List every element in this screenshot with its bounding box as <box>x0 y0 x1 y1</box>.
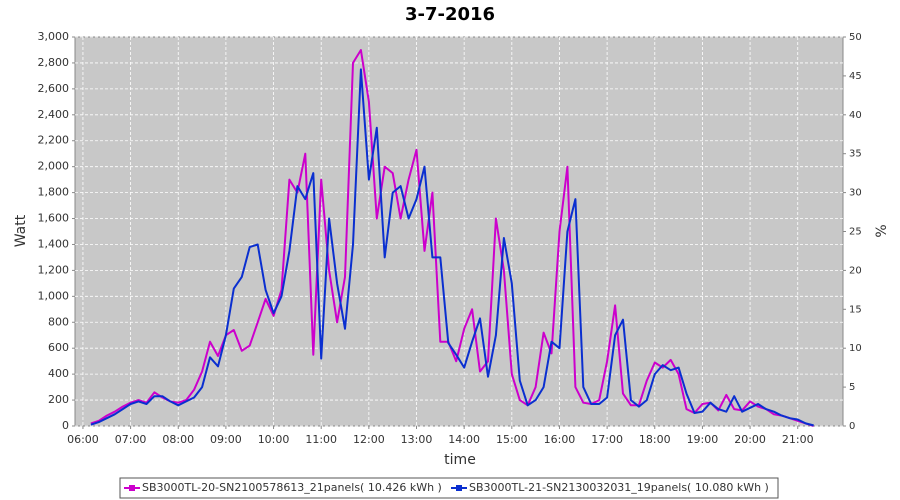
x-tick-label: 12:00 <box>353 433 385 446</box>
x-tick-label: 13:00 <box>401 433 433 446</box>
legend-label: SB3000TL-20-SN2100578613_21panels( 10.42… <box>142 481 442 494</box>
y-axis-title: Watt <box>13 214 29 247</box>
y-tick-label: 1,200 <box>38 263 70 276</box>
y-tick-label: 800 <box>48 315 69 328</box>
plot-area <box>74 36 844 427</box>
x-tick-label: 11:00 <box>305 433 337 446</box>
y2-tick-label: 20 <box>849 265 862 276</box>
y-tick-label: 400 <box>48 367 69 380</box>
x-tick-label: 17:00 <box>591 433 623 446</box>
y-tick-label: 1,800 <box>38 186 70 199</box>
x-tick-label: 20:00 <box>734 433 766 446</box>
x-tick-label: 18:00 <box>639 433 671 446</box>
y-tick-label: 200 <box>48 393 69 406</box>
y2-tick-label: 15 <box>849 304 862 315</box>
y2-tick-label: 25 <box>849 227 862 238</box>
x-tick-label: 16:00 <box>544 433 576 446</box>
y2-tick-label: 10 <box>849 343 862 354</box>
y2-tick-label: 50 <box>849 32 862 43</box>
y-tick-label: 0 <box>62 419 69 432</box>
x-tick-label: 08:00 <box>162 433 194 446</box>
series-line <box>90 68 814 427</box>
legend <box>119 477 779 499</box>
y-tick-label: 1,000 <box>38 289 70 302</box>
y2-axis-title: % <box>874 224 890 237</box>
y-tick-label: 2,800 <box>38 56 70 69</box>
y-tick-label: 1,600 <box>38 212 70 225</box>
y2-tick-label: 45 <box>849 71 862 82</box>
x-tick-label: 15:00 <box>496 433 528 446</box>
legend-label: SB3000TL-21-SN2130032031_19panels( 10.08… <box>469 481 769 494</box>
y-tick-label: 600 <box>48 341 69 354</box>
y-tick-label: 2,400 <box>38 108 70 121</box>
y2-tick-label: 35 <box>849 149 862 160</box>
y2-tick-label: 5 <box>849 382 855 393</box>
y-tick-label: 2,600 <box>38 82 70 95</box>
legend-marker <box>456 485 462 491</box>
chart-title: 3-7-2016 <box>405 4 495 25</box>
x-tick-label: 07:00 <box>115 433 147 446</box>
y2-tick-label: 30 <box>849 188 862 199</box>
y2-tick-label: 40 <box>849 110 862 121</box>
legend-marker <box>129 485 135 491</box>
y2-tick-label: 0 <box>849 421 855 432</box>
x-tick-label: 09:00 <box>210 433 242 446</box>
x-tick-label: 19:00 <box>687 433 719 446</box>
x-tick-label: 21:00 <box>782 433 814 446</box>
y-tick-label: 2,200 <box>38 134 70 147</box>
x-axis-title: time <box>444 452 476 468</box>
y-tick-label: 2,000 <box>38 160 70 173</box>
y-tick-label: 1,400 <box>38 237 70 250</box>
y-tick-label: 3,000 <box>38 30 70 43</box>
x-tick-label: 10:00 <box>258 433 290 446</box>
x-tick-label: 06:00 <box>67 433 99 446</box>
x-tick-label: 14:00 <box>448 433 480 446</box>
